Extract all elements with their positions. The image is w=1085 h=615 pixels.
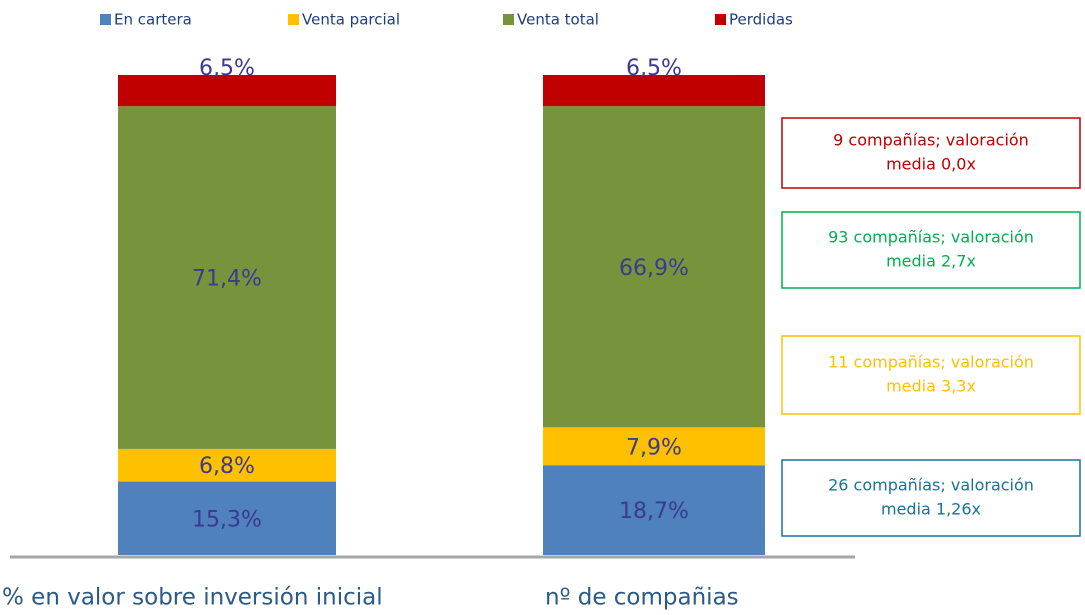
bar-segment [543, 427, 765, 466]
annotation-text: media 2,7x [886, 252, 976, 271]
data-label: 6,5% [626, 56, 682, 81]
legend-swatch [100, 14, 111, 25]
bar-segment [543, 465, 765, 555]
annotation-box [781, 459, 1081, 537]
data-label: 7,9% [626, 435, 682, 460]
annotation-text: 11 compañías; valoración [828, 353, 1034, 372]
data-label: 18,7% [619, 499, 689, 524]
annotation-box [781, 117, 1081, 189]
legend-swatch [715, 14, 726, 25]
legend-label: En cartera [114, 11, 192, 29]
legend-swatch [288, 14, 299, 25]
category-label: nº de compañias [545, 585, 739, 611]
bar-segment [118, 106, 336, 449]
bar-segment [543, 75, 765, 107]
legend-label: Venta parcial [302, 11, 400, 29]
annotation-box [781, 335, 1081, 415]
category-label: % en valor sobre inversión inicial [2, 585, 383, 611]
data-label: 6,8% [199, 454, 255, 479]
annotation-text: media 3,3x [886, 377, 976, 396]
annotation-text: 93 compañías; valoración [828, 228, 1034, 247]
bar-segment [118, 75, 336, 107]
data-label: 6,5% [199, 56, 255, 81]
annotation-text: 9 compañías; valoración [833, 131, 1029, 150]
annotation-text: media 1,26x [881, 500, 981, 519]
annotation-text: 26 compañías; valoración [828, 476, 1034, 495]
legend-label: Perdidas [729, 11, 793, 29]
annotation-text: media 0,0x [886, 155, 976, 174]
data-label: 15,3% [192, 507, 262, 532]
data-label: 71,4% [192, 267, 262, 292]
legend-swatch [503, 14, 514, 25]
bar-segment [543, 106, 765, 428]
annotation-box [781, 211, 1081, 289]
legend-label: Venta total [517, 11, 599, 29]
data-label: 66,9% [619, 256, 689, 281]
bar-segment [118, 448, 336, 482]
bar-segment [118, 481, 336, 555]
